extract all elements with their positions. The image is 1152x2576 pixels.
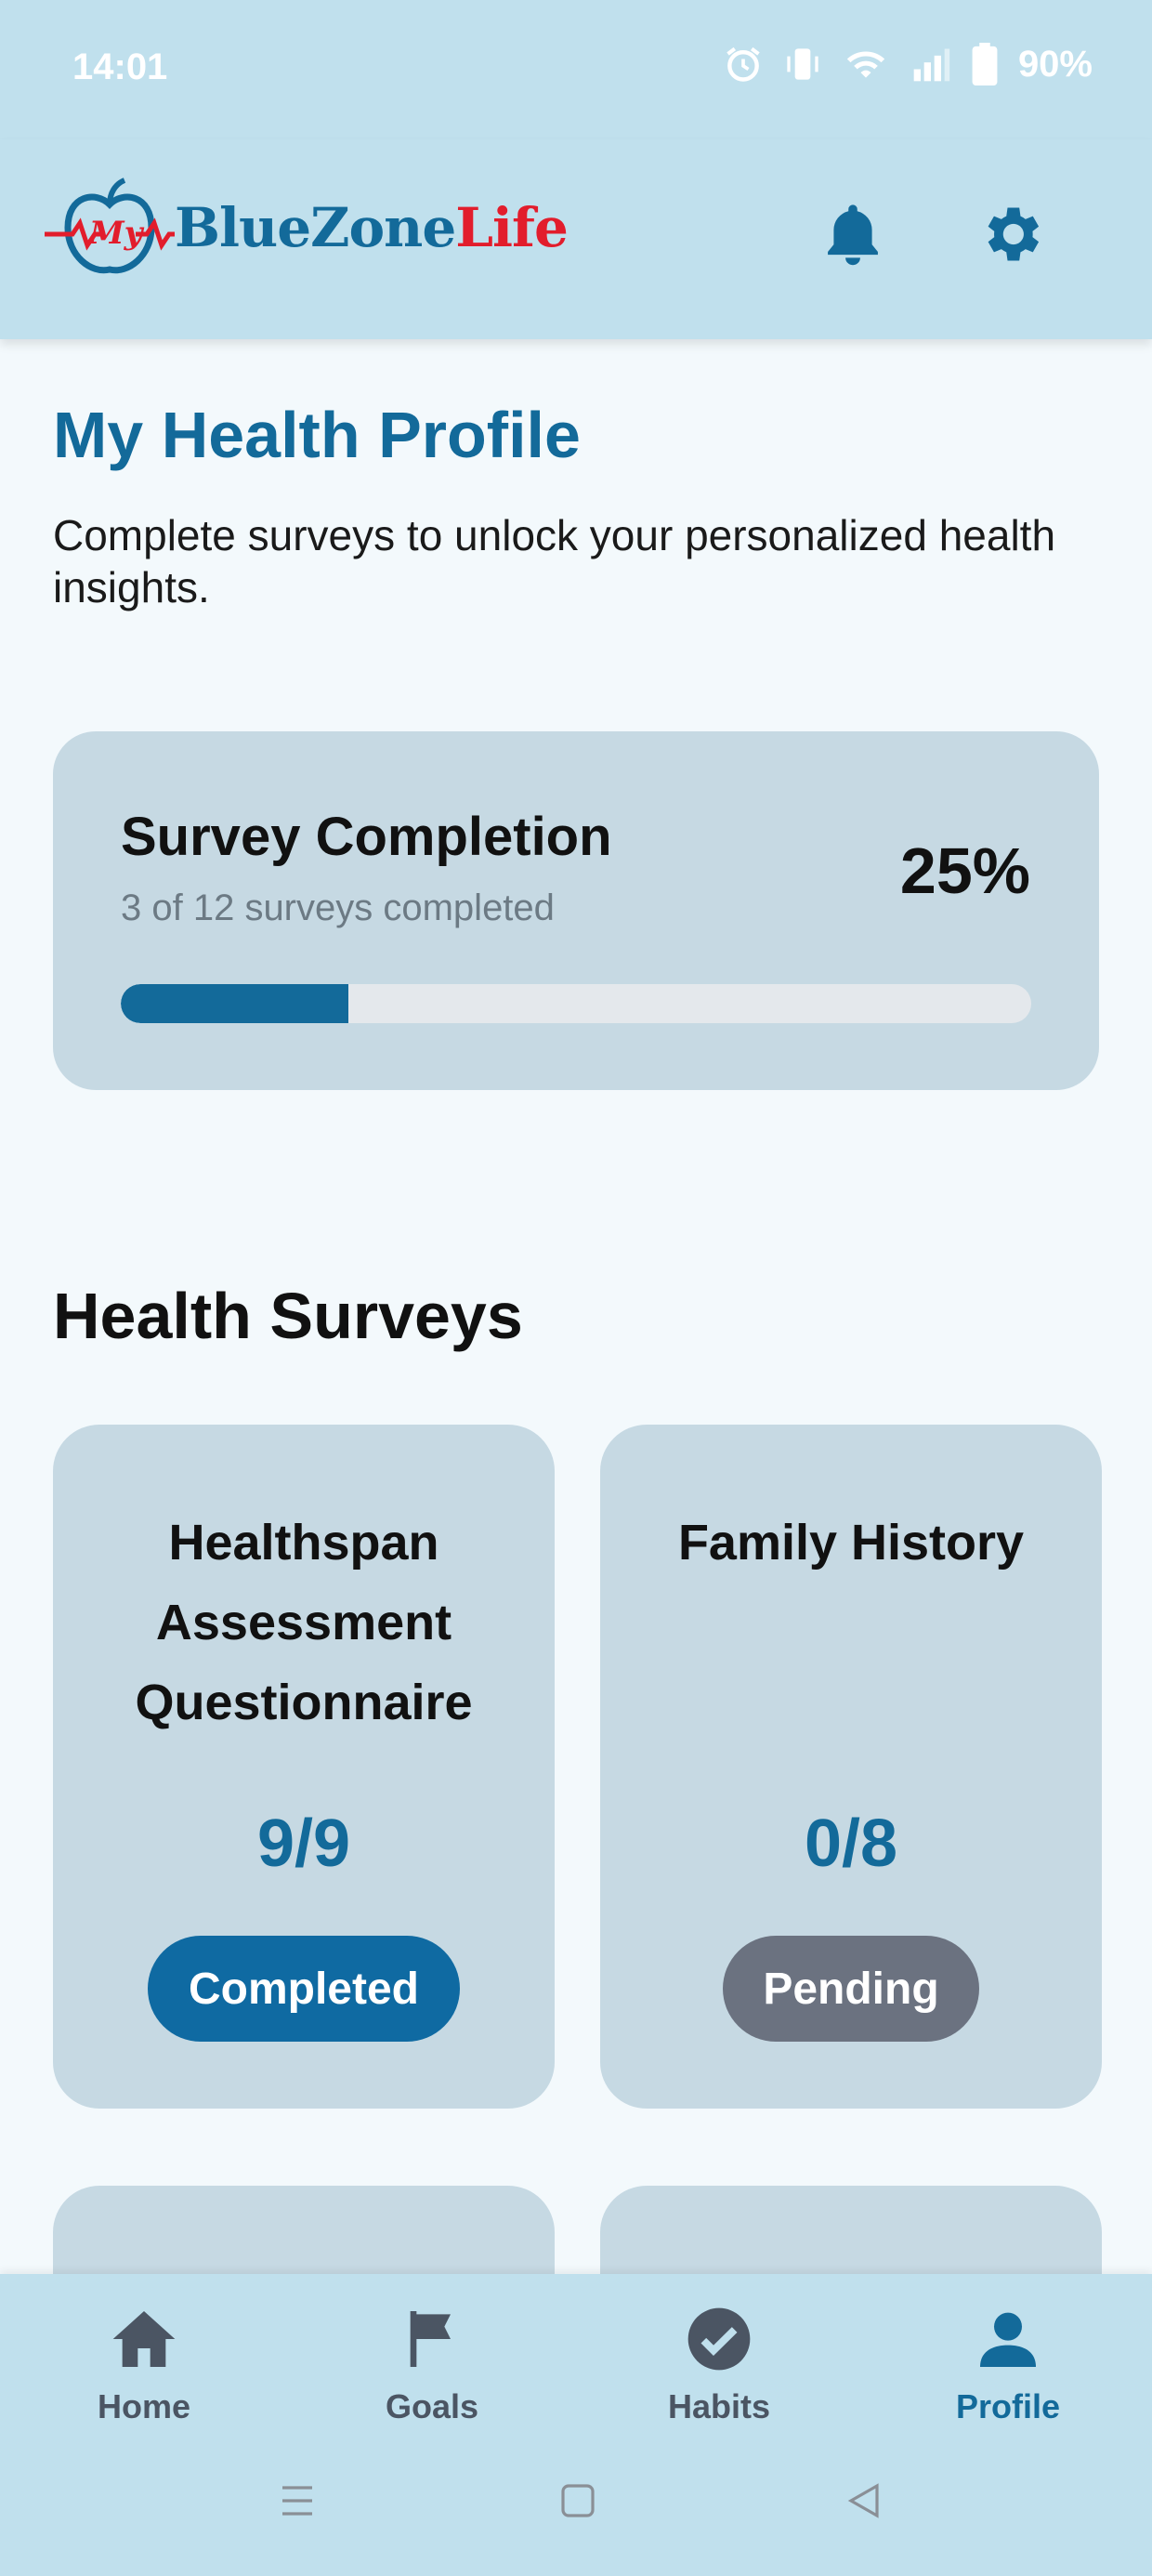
status-bar: 14:01 90% xyxy=(0,0,1152,139)
survey-card-family-history[interactable]: Family History 0/8 Pending xyxy=(600,1425,1102,2109)
status-badge-completed: Completed xyxy=(148,1936,460,2042)
logo-my-text: My xyxy=(88,215,145,252)
battery-percent: 90% xyxy=(1017,43,1093,85)
menu-icon[interactable] xyxy=(275,2478,320,2523)
nav-label: Habits xyxy=(667,2387,771,2425)
survey-card-healthspan[interactable]: Healthspan Assessment Questionnaire 9/9 … xyxy=(53,1425,555,2109)
vibrate-icon xyxy=(787,48,818,80)
survey-name: Family History xyxy=(677,1515,1025,1571)
completion-progress-bar xyxy=(121,984,1031,1023)
home-icon xyxy=(112,2311,176,2367)
survey-completion-card: Survey Completion 3 of 12 surveys comple… xyxy=(53,731,1099,1090)
alarm-icon xyxy=(727,46,760,82)
flag-icon xyxy=(410,2311,451,2367)
app-header: My BlueZone Life xyxy=(0,139,1152,339)
nav-label: Profile xyxy=(955,2387,1061,2425)
logo-text-red: Life xyxy=(455,196,569,259)
section-title-health-surveys: Health Surveys xyxy=(53,1280,523,1352)
logo-text-blue: BlueZone xyxy=(175,196,456,259)
nav-home[interactable]: Home xyxy=(42,2302,246,2426)
apple-heartbeat-logo-icon: My xyxy=(45,177,175,274)
nav-goals[interactable]: Goals xyxy=(330,2302,534,2426)
completion-subtitle: 3 of 12 surveys completed xyxy=(121,887,555,928)
survey-name: Healthspan Assessment Questionnaire xyxy=(135,1515,473,1730)
survey-count: 0/8 xyxy=(804,1807,898,1881)
completion-progress-fill xyxy=(121,984,348,1023)
status-time: 14:01 xyxy=(72,46,168,87)
survey-count: 9/9 xyxy=(256,1807,351,1881)
status-badge-pending: Pending xyxy=(723,1936,979,2042)
nav-label: Goals xyxy=(385,2387,479,2425)
battery-icon xyxy=(972,43,998,85)
bottom-navigation: Home Goals Habits Profile xyxy=(0,2274,1152,2576)
app-logo[interactable]: My BlueZone Life xyxy=(45,177,569,279)
page-title: My Health Profile xyxy=(53,399,581,471)
completion-title: Survey Completion xyxy=(121,807,612,867)
completion-percent: 25% xyxy=(899,835,1030,907)
system-navigation-bar xyxy=(0,2478,1152,2534)
nav-habits[interactable]: Habits xyxy=(617,2302,821,2426)
person-icon xyxy=(980,2312,1036,2367)
nav-profile[interactable]: Profile xyxy=(906,2302,1110,2426)
wifi-icon xyxy=(846,51,885,78)
page-subtitle: Complete surveys to unlock your personal… xyxy=(53,511,1056,611)
check-circle-icon xyxy=(687,2307,751,2371)
gear-icon[interactable] xyxy=(975,199,1046,269)
home-square-icon[interactable] xyxy=(556,2478,600,2523)
bell-icon[interactable] xyxy=(818,199,888,269)
back-triangle-icon[interactable] xyxy=(842,2478,886,2523)
nav-label: Home xyxy=(97,2387,191,2425)
signal-icon xyxy=(913,48,950,82)
status-icons: 90% xyxy=(723,43,1093,85)
